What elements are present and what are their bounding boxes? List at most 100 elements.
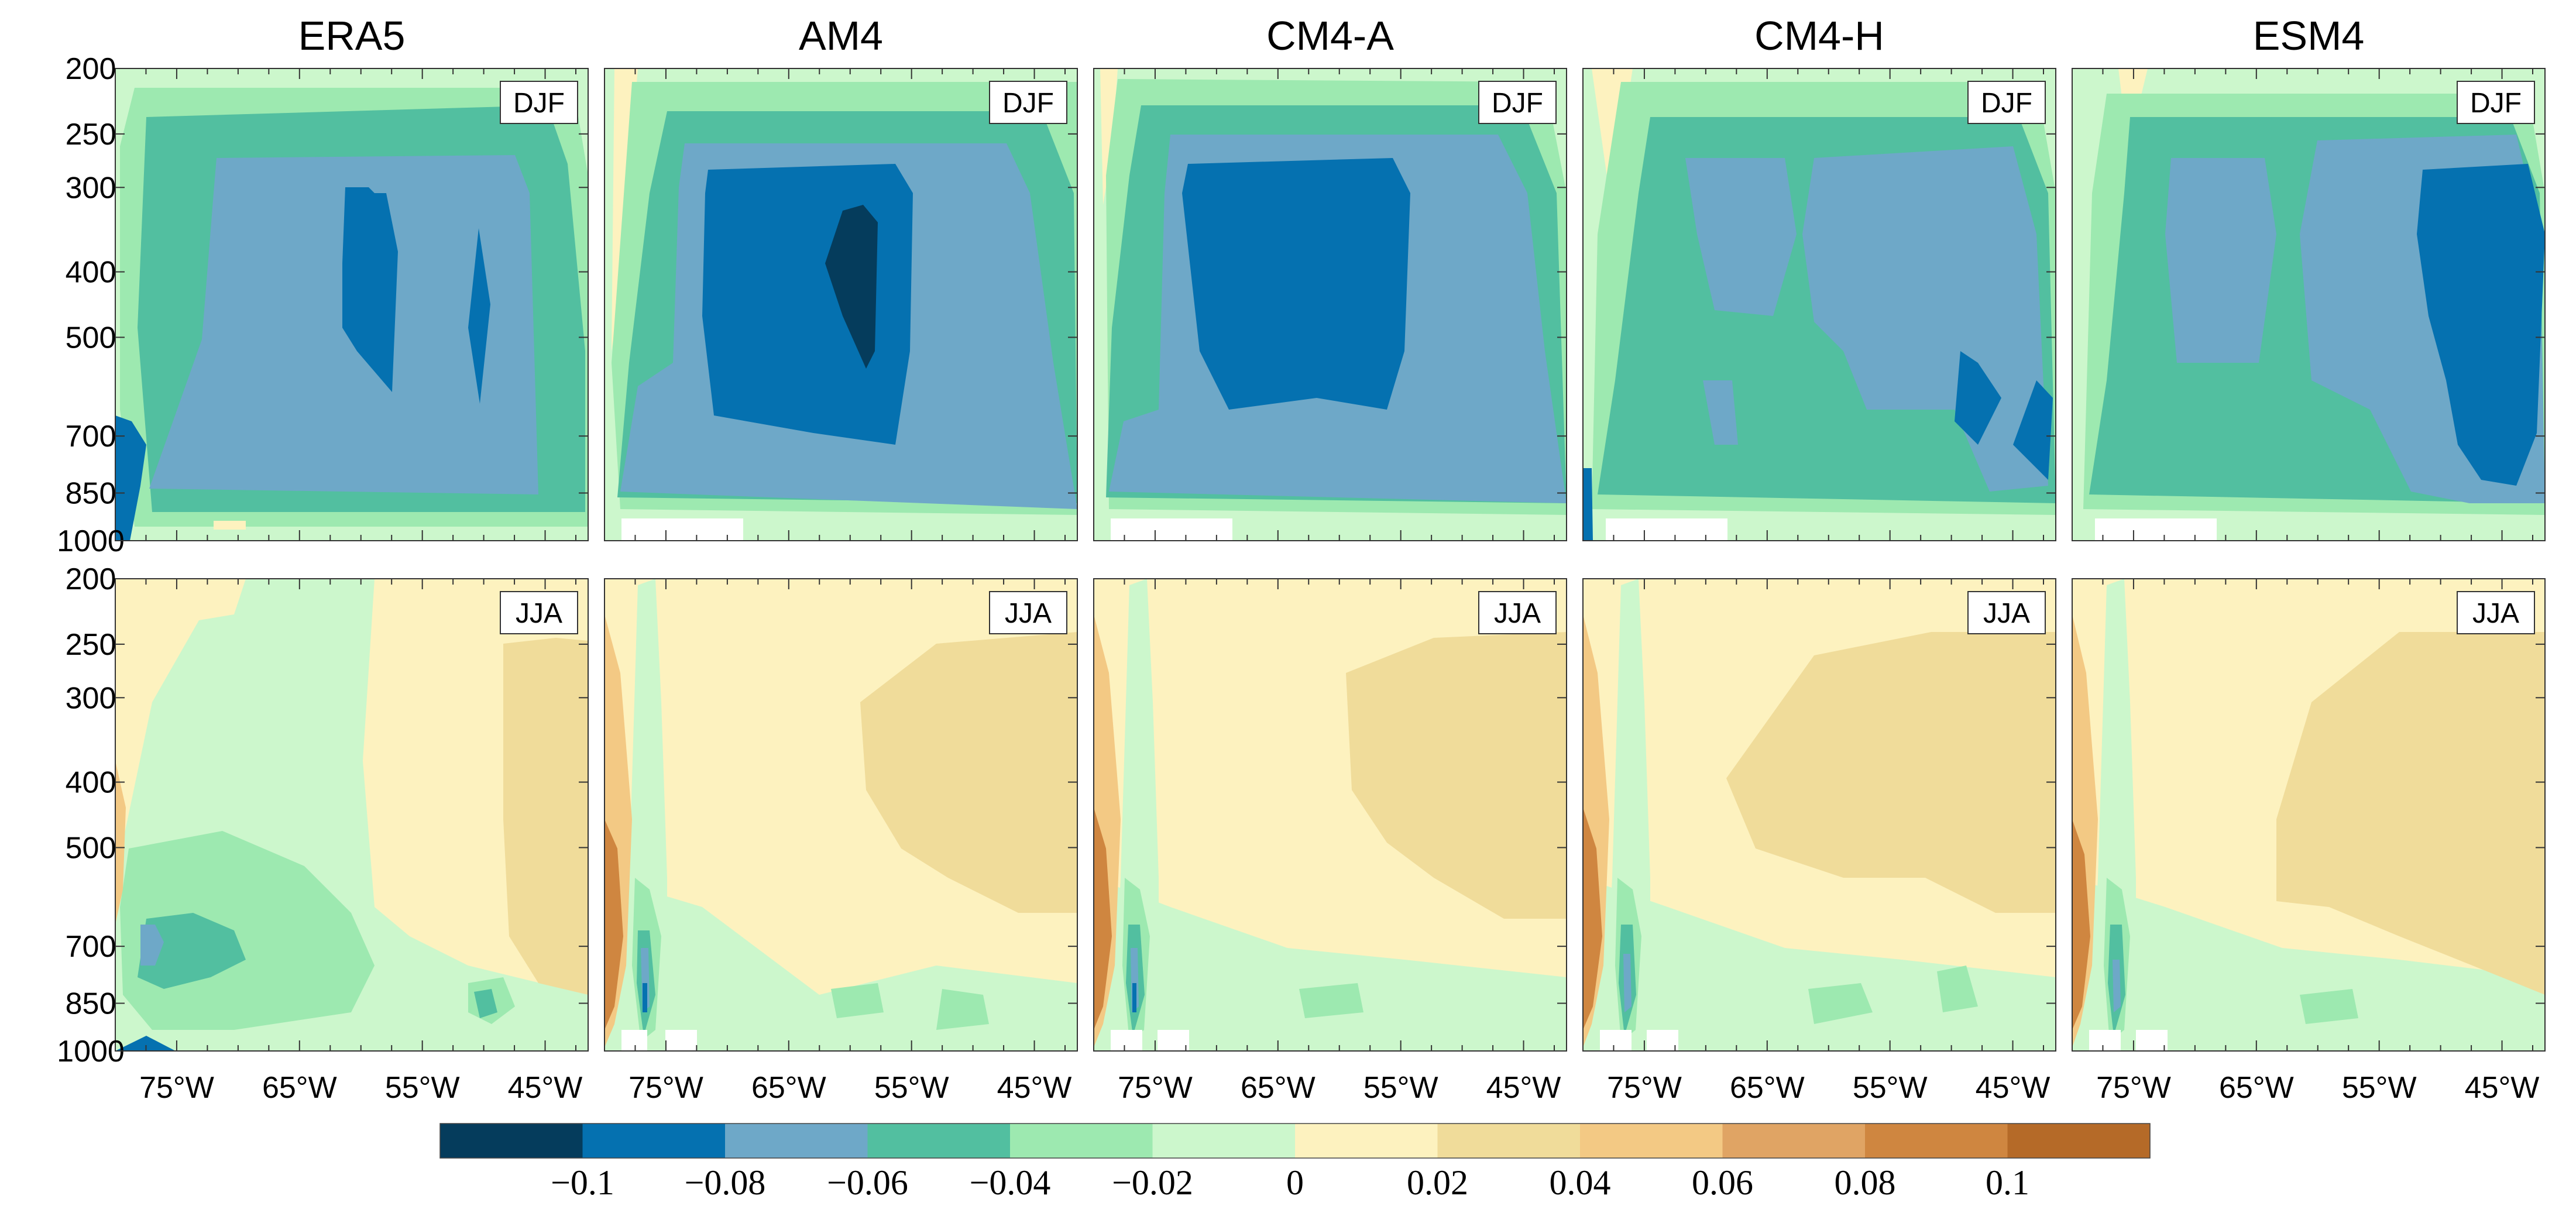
y-tick-label: 250 [66,628,116,662]
colorbar-swatch [582,1124,726,1158]
colorbar-swatch [1295,1124,1438,1158]
land-mask [1111,518,1232,541]
y-tick-label: 1000 [57,1035,125,1069]
colorbar-label: −0.08 [685,1163,766,1202]
panel-title: ERA5 [298,13,406,59]
panel-frame [1582,578,2056,1052]
panel-era5-jja [115,579,588,1051]
field-level-4a [342,187,398,392]
field-level-10 [1937,966,1978,1012]
colorbar-swatch [1580,1124,1723,1158]
land-mask [1606,518,1727,541]
field-level-4c [115,415,146,541]
colorbar-frame [439,1123,2151,1159]
x-tick-label: 55°W [385,1071,460,1105]
colorbar-label: 0.06 [1692,1163,1753,1202]
season-box [2457,591,2535,634]
x-tick-label: 65°W [1241,1071,1316,1105]
panel-am4-djf [604,68,1077,541]
season-box [989,81,1067,124]
x-tick-label: 55°W [2342,1071,2417,1105]
colorbar-label: −0.1 [551,1163,614,1202]
field-level-4 [1182,158,1410,410]
panel-frame [1093,68,1567,541]
x-tick-label: 65°W [262,1071,337,1105]
season-box [989,591,1067,634]
x-tick-label: 65°W [1730,1071,1805,1105]
field-level-5 [1094,808,1112,1030]
season-label: JJA [516,598,562,629]
y-tick-label: 300 [66,681,116,715]
field-level-4b [468,228,490,404]
field-level-1 [1583,878,2056,1051]
y-tick-label: 200 [66,52,116,86]
colorbar-swatch [725,1124,868,1158]
x-tick-label: 45°W [1486,1071,1561,1105]
colorbar-label: 0.02 [1407,1163,1468,1202]
x-tick-label: 45°W [508,1071,583,1105]
field-level-3c [1703,380,1738,445]
colorbar-swatch [2007,1124,2151,1158]
field-level-4 [140,925,164,966]
field-level-neg0 [1100,68,1118,205]
field-level-4c [1583,468,1593,541]
colorbar-swatch [440,1124,583,1158]
field-level-3 [2276,632,2545,995]
colorbar-swatch [1865,1124,2008,1158]
x-tick-label: 75°W [628,1071,703,1105]
panel-cm4h-djf [1583,68,2056,541]
x-tick-label: 55°W [874,1071,949,1105]
field-level-10 [1299,983,1363,1018]
field-level-5 [1583,808,1602,1030]
x-tick-label: 75°W [1607,1071,1682,1105]
y-tick-label: 700 [66,420,116,454]
field-level-3a [1685,158,1797,316]
field-level-4 [702,164,913,445]
panel-era5-djf [115,68,588,541]
colorbar-label: 0.04 [1550,1163,1611,1202]
y-tick-label: 400 [66,766,116,800]
panel-cm4a-djf [1094,68,1567,541]
season-box [1478,81,1557,124]
land-mask-a [621,1030,647,1051]
season-label: DJF [1002,88,1054,119]
panel-title: CM4-A [1266,13,1394,59]
field-level-6 [474,989,497,1018]
y-tick-label: 200 [66,562,116,596]
y-tick-label: 850 [66,477,116,511]
x-tick-label: 45°W [997,1071,1072,1105]
field-level-9 [115,1036,176,1051]
colorbar-label: 0.08 [1835,1163,1896,1202]
x-tick-label: 45°W [1976,1071,2051,1105]
field-level-11 [936,989,989,1030]
y-tick-label: 300 [66,171,116,205]
colorbar-swatch [867,1124,1011,1158]
y-tick-label: 1000 [57,524,125,558]
field-level-4 [2417,164,2545,486]
x-tick-label: 45°W [2465,1071,2540,1105]
field-level-8 [1623,954,1632,1012]
field-level-9 [2300,989,2358,1024]
x-tick-label: 55°W [1853,1071,1928,1105]
field-level-9 [1808,983,1873,1024]
field-level-7 [503,638,588,995]
x-tick-label: 75°W [139,1071,214,1105]
season-label: JJA [1983,598,2030,629]
axes-layer: ERA5 AM4 CM4-A CM4-H ESM4 DJF DJF DJF DJF DJF 200 2… [57,13,2546,1105]
season-box [500,591,578,634]
colorbar-label: −0.04 [970,1163,1051,1202]
season-box [500,81,578,124]
x-tick-label: 55°W [1363,1071,1438,1105]
field-level-8 [2113,960,2121,1012]
field-level-9 [1132,983,1136,1012]
land-mask-b [1158,1030,1189,1051]
field-level-5 [2072,819,2090,1030]
land-mask-a [1111,1030,1142,1051]
field-level-9 [643,983,647,1012]
y-tick-label: 500 [66,321,116,355]
season-label: DJF [513,88,565,119]
land-mask-a [1600,1030,1632,1051]
y-tick-label: 250 [66,118,116,152]
x-tick-label: 65°W [2219,1071,2294,1105]
season-label: JJA [2472,598,2519,629]
